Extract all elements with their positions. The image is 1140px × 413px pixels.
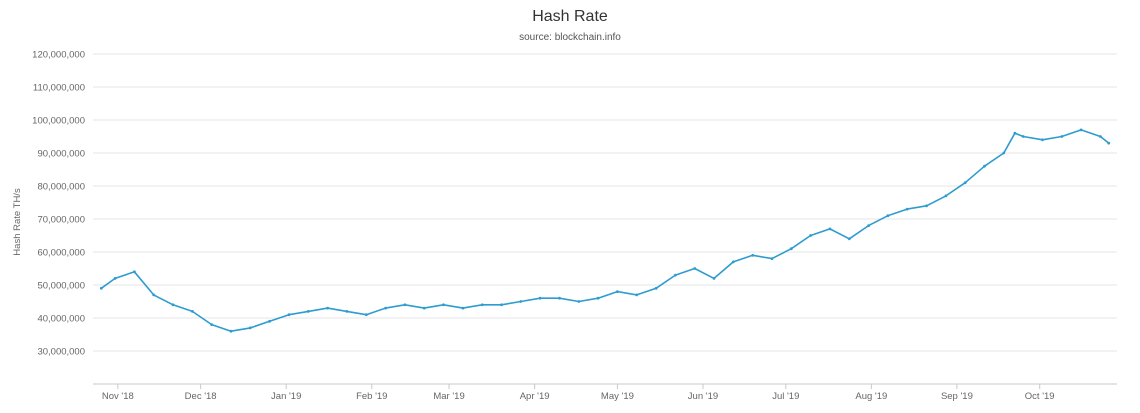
data-point	[500, 303, 503, 307]
x-tick-label: Oct '19	[1025, 391, 1055, 402]
y-tick-label: 40,000,000	[37, 314, 85, 325]
x-tick-label: Aug '19	[855, 391, 887, 402]
data-point	[113, 277, 117, 280]
y-tick-label: 110,000,000	[33, 83, 85, 94]
data-point	[925, 204, 928, 208]
data-point	[654, 286, 658, 290]
series-points	[99, 128, 1111, 333]
data-point	[596, 296, 600, 300]
y-tick-label: 120,000,000	[32, 50, 85, 61]
y-tick-label: 50,000,000	[37, 281, 85, 292]
data-point	[577, 300, 581, 303]
data-point	[210, 323, 214, 326]
data-point	[403, 303, 407, 307]
data-point	[422, 306, 426, 310]
data-point	[1041, 138, 1044, 142]
series-line-0	[100, 129, 1110, 333]
data-point	[191, 310, 194, 313]
data-point	[635, 293, 639, 297]
y-axis-ticks: 30,000,000 40,000,000 50,000,000 60,000,000…	[32, 50, 85, 358]
data-point	[905, 207, 909, 211]
data-point	[1099, 135, 1102, 138]
data-point	[944, 194, 948, 198]
data-point	[229, 329, 233, 333]
data-point	[99, 286, 103, 290]
data-point	[1079, 128, 1083, 132]
y-tick-label: 30,000,000	[37, 347, 85, 358]
data-point	[306, 310, 310, 313]
x-tick-label: Apr '19	[520, 391, 550, 402]
data-point	[1013, 131, 1017, 135]
x-tick-label: May '19	[601, 391, 634, 402]
data-point	[538, 296, 542, 300]
data-point	[364, 313, 368, 317]
data-point	[809, 234, 812, 237]
data-point	[248, 326, 252, 330]
x-tick-label: Jul '19	[772, 391, 799, 402]
data-point	[1002, 151, 1006, 155]
data-point	[152, 293, 156, 297]
x-axis-ticks: Nov '18 Dec '18 Jan '19 Feb '19 Mar '19 Apr '…	[102, 384, 1055, 402]
data-point	[693, 267, 697, 270]
data-point	[983, 164, 986, 168]
x-tick-label: Mar '19	[433, 391, 464, 402]
data-point	[770, 257, 774, 260]
data-point	[133, 270, 136, 274]
x-tick-label: Jan '19	[271, 391, 301, 402]
data-point	[886, 214, 890, 218]
data-point	[1060, 135, 1064, 138]
data-point	[287, 313, 291, 317]
data-point	[867, 224, 870, 228]
grid-lines	[93, 53, 1117, 352]
x-tick-label: Nov '18	[102, 391, 134, 402]
data-point	[751, 253, 755, 257]
x-tick-label: Feb '19	[356, 391, 387, 402]
chart-title: Hash Rate	[532, 8, 608, 25]
data-point	[616, 290, 619, 293]
data-point	[731, 260, 735, 264]
y-tick-label: 80,000,000	[37, 182, 85, 193]
y-tick-label: 90,000,000	[37, 149, 85, 160]
data-point	[326, 306, 329, 310]
data-point	[384, 306, 387, 310]
chart-subtitle: source: blockchain.info	[519, 32, 621, 43]
data-point	[789, 247, 793, 251]
data-point	[268, 319, 271, 323]
x-tick-label: Dec '18	[185, 391, 217, 402]
data-point	[345, 310, 349, 313]
data-point	[171, 303, 175, 307]
data-point	[1107, 141, 1111, 145]
data-point	[1021, 135, 1025, 138]
data-point	[461, 306, 465, 310]
series-layer	[99, 128, 1111, 333]
x-tick-label: Jun '19	[688, 391, 718, 402]
data-point	[558, 296, 561, 300]
x-tick-label: Sep '19	[941, 391, 973, 402]
data-point	[480, 303, 484, 307]
data-point	[519, 300, 523, 303]
data-point	[674, 273, 677, 277]
y-axis-label: Hash Rate TH/s	[12, 188, 23, 256]
data-point	[963, 181, 967, 185]
data-point	[442, 303, 445, 307]
data-point	[828, 227, 832, 231]
y-tick-label: 100,000,000	[32, 116, 85, 127]
data-point	[847, 237, 851, 241]
y-tick-label: 60,000,000	[37, 248, 85, 259]
data-point	[712, 277, 716, 280]
y-tick-label: 70,000,000	[37, 215, 85, 226]
